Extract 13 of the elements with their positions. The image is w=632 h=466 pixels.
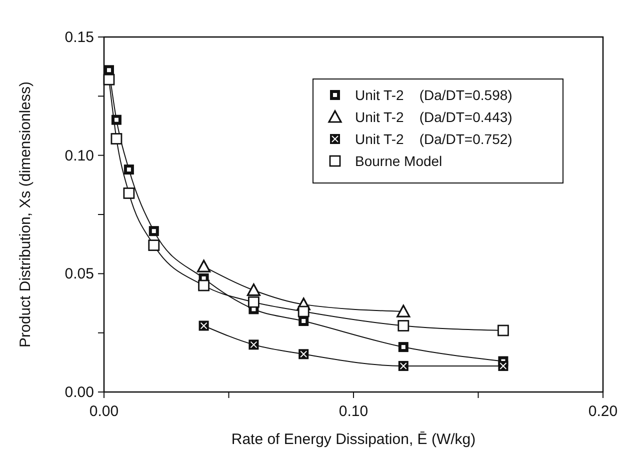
y-tick-label: 0.05 — [64, 266, 94, 283]
x-tick-label: 0.00 — [89, 403, 119, 420]
y-tick-label: 0.00 — [64, 384, 94, 401]
y-axis-title: Product Distribution, Xs (dimensionless) — [17, 82, 34, 348]
legend-label: Unit T-2 (Da/DT=0.443) — [355, 109, 512, 125]
legend-label: Unit T-2 (Da/DT=0.598) — [355, 87, 512, 103]
y-tick-label: 0.15 — [64, 29, 94, 46]
legend-label: Bourne Model — [355, 153, 442, 169]
x-tick-label: 0.20 — [588, 403, 618, 420]
x-axis-title: Rate of Energy Dissipation, Ē (W/kg) — [231, 431, 476, 448]
x-tick-label: 0.10 — [338, 403, 368, 420]
y-tick-label: 0.10 — [64, 147, 94, 164]
legend-label: Unit T-2 (Da/DT=0.752) — [355, 131, 512, 147]
